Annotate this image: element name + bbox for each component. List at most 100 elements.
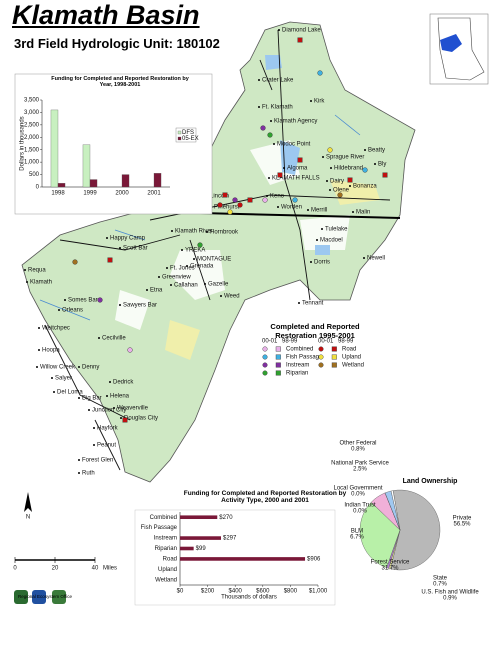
place-label: Diamond Lake [282, 28, 321, 34]
x-tick-label: 1998 [51, 191, 65, 197]
place-dot [349, 185, 351, 187]
bar [153, 173, 162, 188]
slice-label: BLM [351, 529, 363, 535]
place-dot [363, 257, 365, 259]
place-dot [78, 366, 80, 368]
place-dot [310, 100, 312, 102]
legend-label: Instream [286, 363, 309, 369]
place-dot [38, 349, 40, 351]
y-tick-label: Riparian [155, 546, 177, 552]
legend-swatch [177, 136, 182, 141]
slice-value: 0.8% [351, 447, 365, 453]
north-label: N [26, 515, 30, 521]
place-label: Willow Creek [40, 365, 76, 371]
site [217, 202, 223, 208]
data-label: $906 [307, 557, 321, 563]
legend-symbol [331, 362, 337, 368]
y-tick-label: Combined [150, 515, 177, 521]
legend-symbol [275, 346, 281, 352]
bar [121, 174, 130, 188]
place-label: Newell [367, 256, 385, 262]
legend-period: 98-99 [282, 339, 298, 345]
bar [180, 515, 218, 520]
place-label: Tennant [302, 301, 324, 307]
place-dot [206, 231, 208, 233]
place-dot [64, 299, 66, 301]
site [107, 257, 113, 263]
place-dot [78, 397, 80, 399]
place-dot [298, 302, 300, 304]
place-dot [26, 281, 28, 283]
place-dot [329, 189, 331, 191]
scale-label: 40 [92, 566, 99, 572]
site [122, 417, 128, 423]
place-label: Cecilville [102, 336, 126, 342]
site [260, 125, 266, 131]
place-dot [106, 395, 108, 397]
place-label: Lincoln [210, 194, 229, 200]
slice-value: 2.5% [353, 467, 367, 473]
place-dot [321, 228, 323, 230]
slice-value: 0.0% [353, 509, 367, 515]
place-label: Bonanza [353, 184, 377, 190]
place-label: Dairy [330, 179, 344, 185]
place-label: Klamath Agency [274, 119, 317, 125]
place-dot [364, 149, 366, 151]
chart-title: Funding for Completed and Reported Resto… [183, 490, 347, 505]
legend-label: Fish Passage [286, 355, 323, 361]
place-dot [322, 156, 324, 158]
place-label: KLAMATH FALLS [272, 176, 320, 182]
place-dot [158, 276, 160, 278]
place-label: Weaverville [117, 406, 149, 412]
agency-logo [52, 590, 66, 604]
site [227, 209, 233, 215]
place-dot [278, 29, 280, 31]
place-dot [146, 289, 148, 291]
legend-label: DFS [182, 130, 194, 136]
place-label: Bly [378, 162, 386, 168]
slice-label: U.S. Fish and Wildlife [421, 590, 479, 596]
legend-symbol [318, 362, 324, 368]
legend-period: 00-01 [318, 339, 334, 345]
place-dot [310, 261, 312, 263]
site [337, 192, 343, 198]
pie-slice [359, 501, 401, 568]
place-dot [181, 249, 183, 251]
site [197, 242, 203, 248]
place-dot [166, 267, 168, 269]
legend-symbol [318, 346, 324, 352]
bar [82, 144, 91, 188]
slice-label: Forest Service [371, 560, 410, 566]
pie-slice [390, 489, 441, 571]
bar [89, 179, 98, 188]
chart-title: Land Ownership [402, 478, 458, 485]
site [362, 167, 368, 173]
y-tick-label: 3,500 [24, 98, 40, 104]
place-label: Hoopa [42, 348, 60, 354]
slice-value: 56.5% [453, 522, 471, 528]
lake [265, 55, 330, 255]
place-dot [186, 265, 188, 267]
north-arrow [24, 492, 32, 512]
place-dot [374, 163, 376, 165]
place-label: Ruth [82, 471, 95, 477]
legend-title: Completed and Reported Restoration 1995-… [270, 322, 360, 340]
place-label: Ft. Jones [170, 266, 195, 272]
chart-frame [14, 73, 213, 215]
y-tick-label: Wetland [155, 577, 177, 583]
subtitle: 3rd Field Hydrologic Unit: 180102 [14, 36, 220, 51]
slice-label: State [433, 576, 448, 582]
place-label: Helena [110, 394, 130, 400]
place-label: Merrill [311, 208, 327, 214]
x-tick-label: $400 [229, 589, 243, 595]
bar [57, 183, 66, 188]
place-dot [93, 444, 95, 446]
place-dot [38, 327, 40, 329]
place-label: Macdoel [320, 238, 343, 244]
place-label: Grenada [190, 264, 214, 270]
legend-symbol [262, 346, 268, 352]
place-label: Hildebrand [334, 166, 363, 172]
legend-label: Combined [286, 347, 313, 353]
place-label: Keno [270, 194, 285, 200]
